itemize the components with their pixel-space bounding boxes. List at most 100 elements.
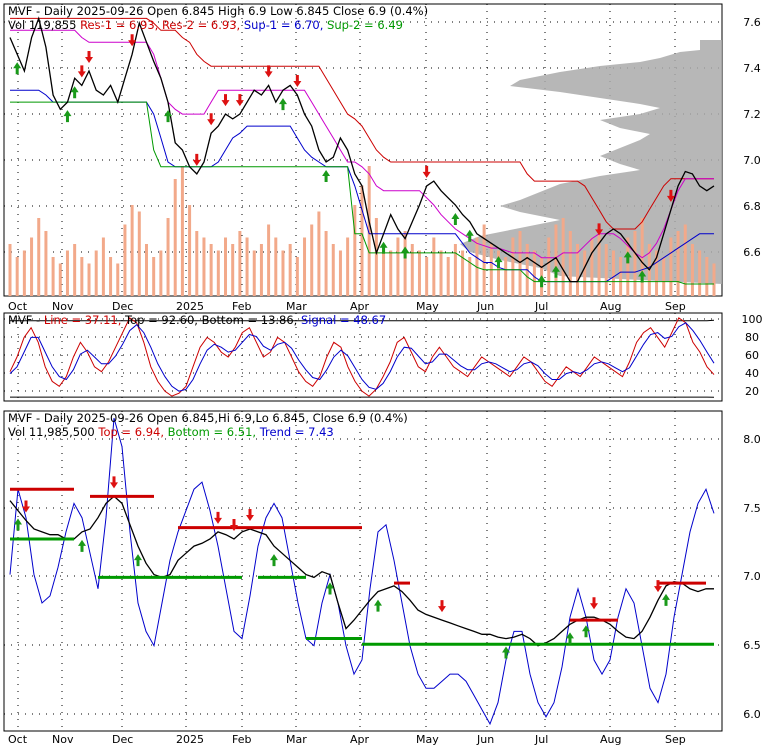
volume-bar [58, 263, 62, 296]
volume-bar [152, 257, 156, 296]
header-lower-levels-info-run: Bottom = 6.51, [164, 425, 256, 439]
sell-arrow-icon [235, 94, 244, 107]
sell-arrow-icon [293, 74, 302, 87]
volume-bar [683, 224, 687, 296]
buy-arrow-icon [623, 251, 632, 264]
panel-frame-2 [3, 312, 723, 402]
header-oscillator-info-run: Line = 37.11, [40, 313, 121, 327]
buy-arrow-icon [502, 646, 510, 659]
y-tick-label: 20 [745, 385, 759, 398]
buy-arrow-icon [374, 599, 382, 612]
volume-bar [446, 257, 450, 296]
buy-arrow-icon [494, 256, 503, 269]
oscillator-signal-line [9, 322, 715, 392]
sell-arrow-icon [595, 223, 604, 236]
volume-bar [461, 250, 465, 296]
header-lower-price-info-run: MVF - Daily 2025-09-26 Open 6.845,Hi 6.9… [8, 411, 408, 425]
header-lower-levels-info-run: Vol 11,985,500 [8, 425, 95, 439]
buy-arrow-icon [451, 213, 460, 226]
header-oscillator-info-run: Top = 92.60, [121, 313, 198, 327]
volume-bar [281, 250, 285, 296]
x-tick-label: Nov [52, 300, 74, 313]
sell-arrow-icon [438, 600, 446, 613]
volume-bar [554, 224, 558, 296]
y-tick-label: 40 [745, 367, 759, 380]
x-tick-label: Apr [350, 300, 370, 313]
volume-bar [209, 244, 213, 296]
volume-bar [166, 218, 170, 296]
x-tick-label: May [416, 300, 439, 313]
buy-arrow-icon [270, 554, 278, 567]
header-lower-levels-info-run: Top = 6.94, [95, 425, 164, 439]
volume-bar [44, 231, 48, 296]
y-tick-label: 6.6 [743, 246, 761, 259]
volume-bar [101, 237, 105, 296]
volume-bar [94, 250, 98, 296]
y-tick-label: 6.8 [743, 200, 761, 213]
buy-arrow-icon [537, 275, 546, 288]
volume-bar [173, 179, 177, 296]
y-tick-label: 7.5 [743, 502, 761, 515]
buy-arrow-icon [662, 593, 670, 606]
volume-bar [216, 250, 220, 296]
x-tick-label: May [416, 733, 439, 745]
volume-bar [597, 224, 601, 296]
sell-arrow-icon [221, 94, 230, 107]
volume-bar [116, 263, 120, 296]
header-oscillator-info-run: Bottom = 13.86, [198, 313, 297, 327]
series-res-2-line [10, 29, 714, 259]
header-levels-info-run: Sup-2 = 6.49 [323, 18, 403, 32]
volume-bar [123, 224, 127, 296]
buy-arrow-icon [326, 582, 334, 595]
x-tick-label: Mar [286, 300, 307, 313]
x-tick-label: Oct [8, 300, 28, 313]
volume-bar [417, 250, 421, 296]
volume-bar [482, 224, 486, 296]
volume-bar [144, 244, 148, 296]
buy-arrow-icon [401, 246, 410, 259]
header-levels-info: Vol 119,855 Res-1 = 6.93, Res-2 = 6.93, … [8, 18, 403, 32]
volume-bar [403, 231, 407, 296]
volume-bar [80, 257, 84, 296]
x-tick-label: 2025 [176, 300, 204, 313]
volume-bar [195, 231, 199, 296]
buy-arrow-icon [13, 62, 22, 75]
volume-bar [224, 237, 228, 296]
volume-bar [468, 257, 472, 296]
x-tick-label: Feb [232, 733, 251, 745]
volume-bar [303, 237, 307, 296]
volume-bar [367, 166, 371, 296]
volume-bar [453, 244, 457, 296]
buy-arrow-icon [70, 86, 79, 99]
volume-bar [619, 257, 623, 296]
volume-bar [626, 237, 630, 296]
volume-bar [37, 218, 41, 296]
sell-arrow-icon [214, 511, 222, 524]
header-price-info: MVF - Daily 2025-09-26 Open 6.845 High 6… [8, 4, 428, 18]
volume-bar [583, 250, 587, 296]
y-tick-label: 6.0 [743, 708, 761, 721]
volume-bar [130, 205, 134, 296]
buy-arrow-icon [582, 625, 590, 638]
volume-bar [188, 205, 192, 296]
volume-bar [518, 231, 522, 296]
buy-arrow-icon [278, 98, 287, 111]
header-levels-info-run: Vol 119,855 [8, 18, 76, 32]
panel-frame-3 [3, 410, 723, 732]
x-tick-label: Aug [600, 300, 621, 313]
x-tick-label: Mar [286, 733, 307, 745]
volume-bar [324, 231, 328, 296]
volume-bar [338, 250, 342, 296]
x-tick-label: Dec [112, 300, 133, 313]
volume-bar [712, 263, 716, 296]
volume-bar [640, 218, 644, 296]
buy-arrow-icon [566, 632, 574, 645]
volume-bar [633, 231, 637, 296]
x-tick-label: Jun [476, 300, 494, 313]
sell-arrow-icon [246, 509, 254, 522]
volume-bar [604, 244, 608, 296]
x-tick-label: Apr [350, 733, 370, 745]
volume-bar [180, 166, 184, 296]
